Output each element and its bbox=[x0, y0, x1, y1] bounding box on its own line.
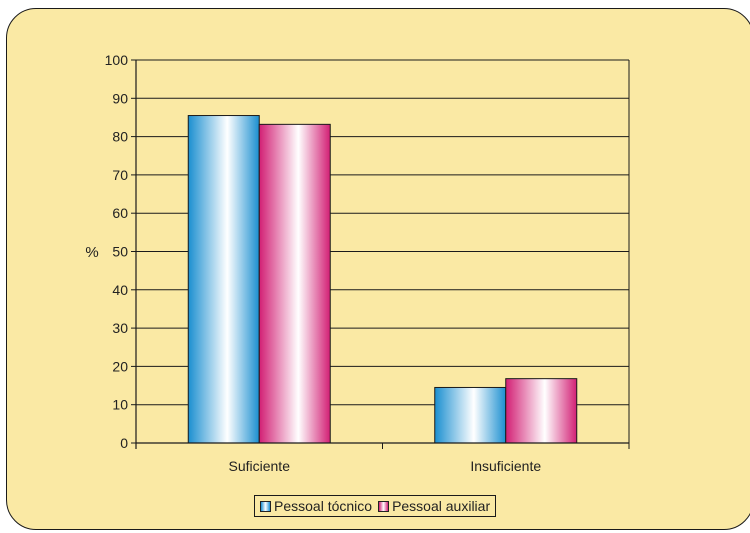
y-tick-label: 20 bbox=[112, 358, 128, 374]
x-category-label: Insuficiente bbox=[470, 458, 541, 474]
y-tick-label: 70 bbox=[112, 167, 128, 183]
y-tick-label: 90 bbox=[112, 90, 128, 106]
y-tick-label: 30 bbox=[112, 320, 128, 336]
legend-swatch-auxiliar bbox=[378, 500, 390, 512]
y-tick-label: 100 bbox=[105, 52, 129, 68]
legend-label-auxiliar: Pessoal auxiliar bbox=[392, 498, 491, 514]
y-tick-label: 60 bbox=[112, 205, 128, 221]
x-category-label: Suficiente bbox=[229, 458, 291, 474]
legend-label-tecnico: Pessoal tócnico bbox=[274, 498, 373, 514]
axes bbox=[131, 59, 630, 449]
y-axis-label: % bbox=[85, 244, 98, 261]
y-tick-label: 0 bbox=[120, 435, 128, 451]
y-tick-label: 40 bbox=[112, 282, 128, 298]
bar-auxiliar-insuficiente bbox=[505, 378, 578, 444]
y-tick-label: 10 bbox=[112, 397, 128, 413]
y-tick-label: 80 bbox=[112, 129, 128, 145]
bar-tecnico-suficiente bbox=[187, 115, 260, 444]
legend-item-auxiliar: Pessoal auxiliar bbox=[378, 498, 490, 514]
legend: Pessoal tócnico Pessoal auxiliar bbox=[254, 495, 497, 517]
bar-auxiliar-suficiente bbox=[258, 123, 331, 444]
legend-item-tecnico: Pessoal tócnico bbox=[260, 498, 372, 514]
bars-group bbox=[187, 115, 578, 444]
y-tick-label: 50 bbox=[112, 244, 128, 260]
axis-labels: 0 10 20 30 40 50 60 70 80 90 100 Suficiente Insufici… bbox=[105, 52, 542, 474]
legend-swatch-tecnico bbox=[260, 500, 271, 512]
bar-tecnico-insuficiente bbox=[434, 386, 507, 444]
